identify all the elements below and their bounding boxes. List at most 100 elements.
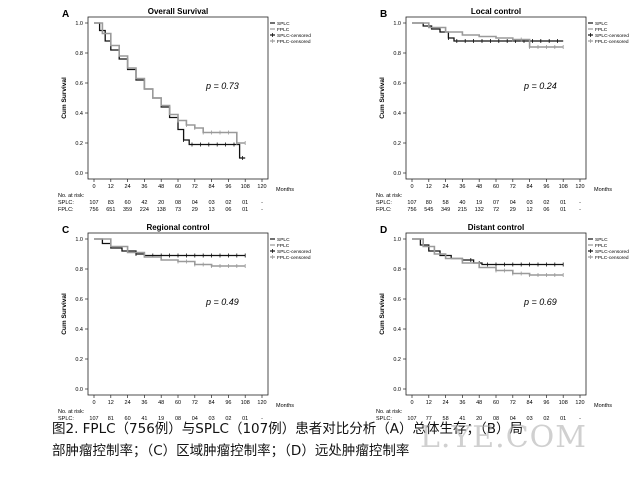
y-tick-label: 0.4 — [75, 327, 83, 333]
x-tick-label: 24 — [443, 400, 449, 406]
x-tick-label: 108 — [559, 400, 568, 406]
y-tick-label: 0.6 — [75, 81, 83, 87]
risk-cell: - — [261, 416, 263, 420]
risk-cell: 72 — [493, 207, 499, 213]
legend-label: SPLC — [277, 237, 290, 243]
legend-label: FPLC — [595, 243, 608, 249]
x-tick-label: 12 — [108, 184, 114, 190]
x-tick-label: 108 — [241, 184, 250, 190]
risk-cell: 40 — [459, 200, 465, 206]
risk-cell: - — [579, 200, 581, 206]
risk-cell: 107 — [89, 200, 98, 206]
y-tick-label: 0.6 — [75, 297, 83, 303]
panel-letter: B — [380, 9, 387, 20]
x-tick-label: 72 — [192, 400, 198, 406]
y-axis-label: Cum Survival — [61, 293, 68, 335]
chart-title: Regional control — [146, 223, 209, 232]
risk-cell: 01 — [242, 200, 248, 206]
x-tick-label: 96 — [543, 184, 549, 190]
risk-row-label: SPLC: — [376, 200, 392, 206]
figure-caption: 图2. FPLC（756例）与SPLC（107例）患者对比分析（A）总体生存；（… — [52, 418, 592, 462]
x-tick-label: 24 — [443, 184, 449, 190]
y-tick-label: 0.8 — [393, 51, 401, 57]
x-tick-label: 36 — [141, 400, 147, 406]
plot-frame — [405, 16, 587, 180]
panel-a: A Overall Survival 0.0 0.2 0.4 0.6 0.8 1.0 Cum S… — [58, 7, 311, 213]
risk-row-label: FPLC: — [376, 207, 392, 213]
risk-cell: - — [579, 207, 581, 213]
legend-label: SPLC — [277, 21, 290, 27]
legend-label: SPLC — [595, 21, 608, 27]
risk-cell: 01 — [242, 416, 248, 420]
risk-cell: 03 — [527, 416, 533, 420]
risk-cell: 02 — [543, 200, 549, 206]
risk-row-label: SPLC: — [376, 416, 392, 420]
x-axis-label: Months — [276, 187, 294, 193]
risk-cell: 03 — [527, 200, 533, 206]
x-tick-label: 48 — [158, 184, 164, 190]
x-tick-label: 12 — [108, 400, 114, 406]
risk-table-header: No. at risk: — [376, 409, 403, 415]
risk-cell: 651 — [106, 207, 115, 213]
risk-cell: 03 — [209, 200, 215, 206]
risk-row-label: SPLC: — [58, 200, 74, 206]
risk-cell: 224 — [140, 207, 149, 213]
x-tick-label: 36 — [141, 184, 147, 190]
x-tick-label: 72 — [192, 184, 198, 190]
series-splc-line — [412, 22, 564, 42]
x-tick-label: 12 — [426, 184, 432, 190]
risk-cell: 756 — [407, 207, 416, 213]
legend-label: SPLC-censored — [595, 249, 629, 255]
caption-line-2: 部肿瘤控制率；（C）区域肿瘤控制率；（D）远处肿瘤控制率 — [52, 443, 410, 459]
p-value: p = 0.49 — [205, 297, 239, 307]
legend-label: FPLC-censored — [277, 255, 311, 261]
panel-c: C Regional control 0.0 0.2 0.4 0.6 0.8 1.0 Cum S… — [58, 223, 311, 420]
legend-label: FPLC-censored — [595, 39, 629, 45]
x-tick-label: 0 — [92, 400, 95, 406]
risk-cell: 08 — [175, 200, 181, 206]
risk-cell: 349 — [441, 207, 450, 213]
x-tick-label: 120 — [257, 400, 266, 406]
legend-label: FPLC-censored — [277, 39, 311, 45]
risk-cell: 04 — [510, 416, 516, 420]
x-tick-label: 84 — [527, 400, 533, 406]
risk-table-header: No. at risk: — [58, 193, 85, 199]
x-tick-label: 96 — [225, 184, 231, 190]
x-tick-label: 60 — [493, 184, 499, 190]
p-value: p = 0.69 — [523, 297, 557, 307]
risk-cell: 06 — [543, 207, 549, 213]
y-tick-label: 0.2 — [75, 357, 83, 363]
y-axis-label: Cum Survival — [379, 293, 386, 335]
risk-cell: 08 — [175, 416, 181, 420]
risk-cell: 06 — [225, 207, 231, 213]
y-tick-label: 0.2 — [75, 141, 83, 147]
risk-cell: 58 — [443, 200, 449, 206]
x-tick-label: 108 — [559, 184, 568, 190]
x-tick-label: 0 — [410, 400, 413, 406]
risk-cell: 107 — [407, 416, 416, 420]
x-tick-label: 0 — [410, 184, 413, 190]
y-tick-label: 0.0 — [393, 387, 401, 393]
risk-cell: 01 — [560, 207, 566, 213]
km-figure: A Overall Survival 0.0 0.2 0.4 0.6 0.8 1.0 Cum S… — [58, 7, 629, 420]
y-tick-label: 1.0 — [393, 21, 401, 27]
x-tick-label: 96 — [543, 400, 549, 406]
risk-cell: 12 — [527, 207, 533, 213]
risk-cell: 359 — [123, 207, 132, 213]
risk-cell: - — [261, 200, 263, 206]
plot-frame — [87, 16, 269, 180]
risk-cell: 215 — [458, 207, 467, 213]
risk-table-header: No. at risk: — [58, 409, 85, 415]
risk-cell: 29 — [192, 207, 198, 213]
x-tick-label: 72 — [510, 184, 516, 190]
risk-cell: 03 — [209, 416, 215, 420]
x-axis-label: Months — [594, 403, 612, 409]
legend-label: SPLC — [595, 237, 608, 243]
x-tick-label: 48 — [158, 400, 164, 406]
risk-cell: 19 — [158, 416, 164, 420]
panel-letter: D — [380, 225, 387, 236]
y-tick-label: 0.8 — [393, 267, 401, 273]
risk-cell: 41 — [459, 416, 465, 420]
legend-label: FPLC — [277, 27, 290, 33]
watermark: L.YE.COM — [420, 420, 587, 455]
